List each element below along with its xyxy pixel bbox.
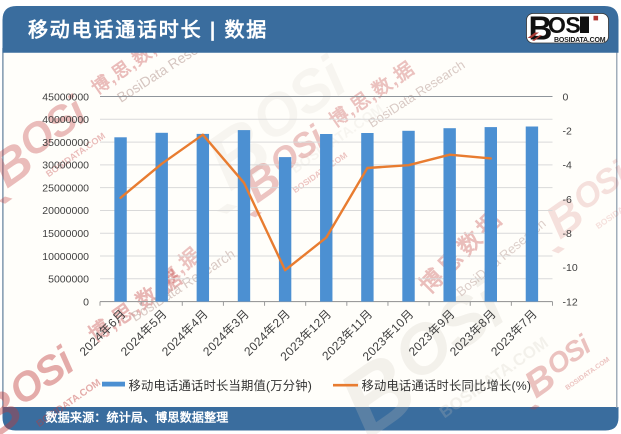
svg-text:30000000: 30000000 (42, 160, 89, 172)
svg-text:40000000: 40000000 (42, 114, 89, 126)
svg-text:-10: -10 (563, 262, 578, 274)
svg-text:移动电话通话时长同比增长(%): 移动电话通话时长同比增长(%) (362, 378, 532, 393)
svg-text:15000000: 15000000 (42, 228, 89, 240)
svg-text:OS: OS (548, 12, 580, 38)
svg-text:B: B (529, 10, 553, 47)
svg-text:数据来源：统计局、博思数据整理: 数据来源：统计局、博思数据整理 (46, 410, 229, 425)
svg-text:移动电话通话时长 | 数据: 移动电话通话时长 | 数据 (28, 18, 268, 42)
svg-text:0: 0 (563, 91, 569, 103)
svg-text:-6: -6 (563, 194, 572, 206)
svg-text:-4: -4 (563, 160, 572, 172)
svg-text:20000000: 20000000 (42, 205, 89, 217)
svg-text:-2: -2 (563, 125, 572, 137)
svg-text:35000000: 35000000 (42, 137, 89, 149)
svg-text:BOSIDATA.COM: BOSIDATA.COM (554, 37, 606, 44)
svg-text:移动电话通话时长当期值(万分钟): 移动电话通话时长当期值(万分钟) (129, 378, 313, 393)
svg-text:0: 0 (83, 296, 89, 308)
svg-text:45000000: 45000000 (42, 91, 89, 103)
svg-text:25000000: 25000000 (42, 182, 89, 194)
svg-text:-8: -8 (563, 228, 572, 240)
svg-text:-12: -12 (563, 296, 578, 308)
svg-text:10000000: 10000000 (42, 251, 89, 263)
svg-text:5000000: 5000000 (48, 274, 89, 286)
